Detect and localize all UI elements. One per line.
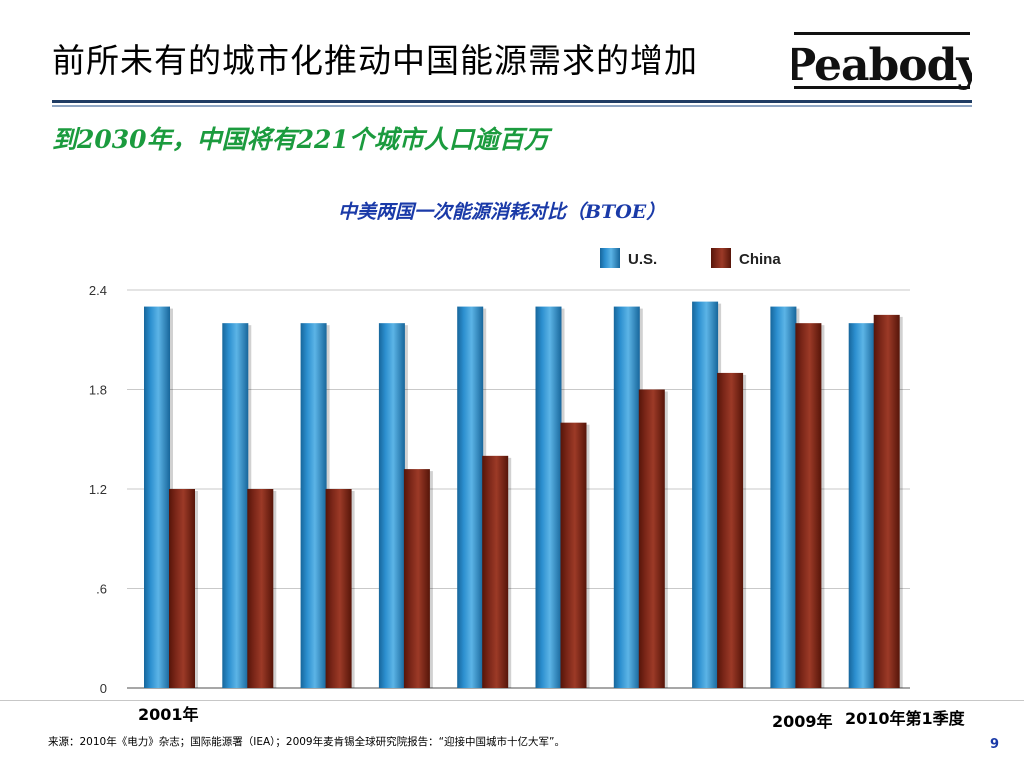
bar-us — [535, 306, 562, 688]
page-number: 9 — [990, 737, 1000, 752]
bar-us — [300, 323, 327, 688]
legend-swatch-china — [711, 248, 731, 268]
source-note: 来源：2010年《电力》杂志；国际能源署（IEA）；2009年麦肯锡全球研究院报… — [48, 736, 565, 748]
slide-subtitle: 到2030年，中国将有221个城市人口逾百万 — [52, 125, 549, 154]
bar-china — [247, 489, 274, 688]
x-label-2009: 2009年 — [772, 712, 833, 731]
y-tick-label: 0 — [100, 681, 107, 696]
title-divider — [52, 100, 972, 103]
bar-china — [325, 489, 352, 688]
title-divider-light — [52, 105, 972, 107]
legend-swatch-us — [600, 248, 620, 268]
bar-us — [692, 301, 719, 688]
footer-divider — [0, 700, 1024, 701]
chart-title: 中美两国一次能源消耗对比（BTOE） — [338, 201, 666, 223]
slide-title: 前所未有的城市化推动中国能源需求的增加 — [52, 41, 698, 80]
bar-us — [457, 306, 484, 688]
bar-us — [378, 323, 405, 688]
legend-label-us: U.S. — [628, 251, 657, 268]
bar-us — [144, 306, 170, 688]
bar-us — [770, 306, 797, 688]
bar-china — [717, 372, 744, 688]
bar-us — [848, 323, 875, 688]
bar-china — [638, 389, 665, 688]
svg-text:Peabody: Peabody — [792, 40, 972, 91]
y-tick-label: .6 — [96, 582, 107, 597]
bar-china — [873, 314, 900, 688]
bar-china — [169, 489, 195, 688]
x-label-2010-q1: 2010年第1季度 — [845, 709, 965, 728]
bar-china — [403, 469, 430, 688]
x-label-2001: 2001年 — [138, 705, 199, 724]
y-tick-label: 1.8 — [89, 383, 107, 398]
peabody-logo: Peabody — [792, 32, 972, 91]
legend-label-china: China — [739, 251, 781, 268]
bar-us — [613, 306, 640, 688]
bar-china — [560, 422, 587, 688]
bar-china — [482, 455, 509, 688]
y-tick-label: 1.2 — [89, 482, 107, 497]
bar-china — [795, 323, 822, 688]
bar-us — [222, 323, 249, 688]
y-tick-label: 2.4 — [89, 283, 107, 298]
